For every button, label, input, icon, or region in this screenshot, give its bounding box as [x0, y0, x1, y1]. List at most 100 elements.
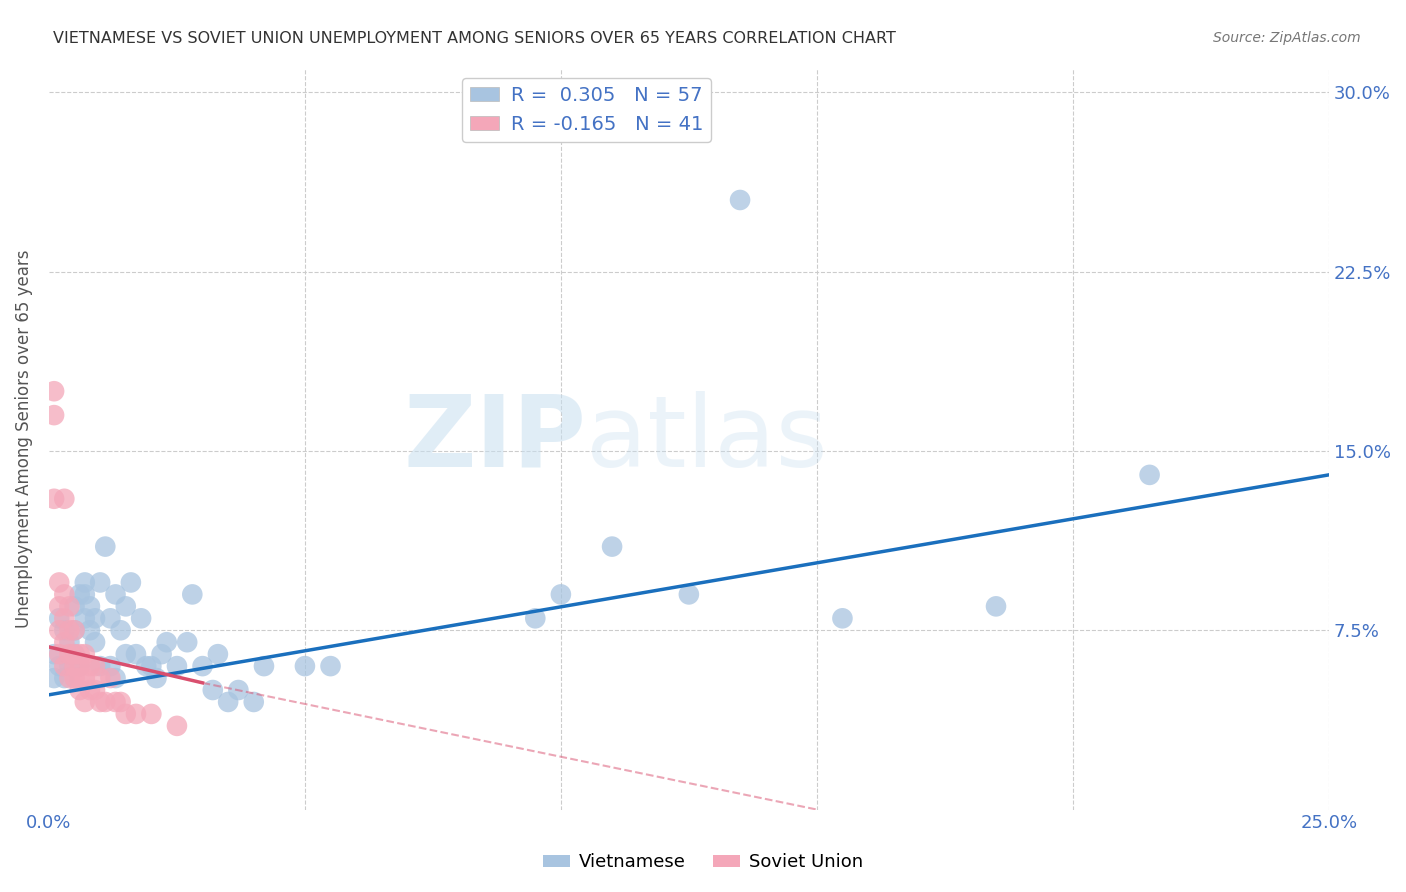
Point — [69, 587, 91, 601]
Point — [242, 695, 264, 709]
Point — [42, 408, 65, 422]
Point — [156, 635, 179, 649]
Point — [110, 624, 132, 638]
Point — [550, 587, 572, 601]
Point — [84, 659, 107, 673]
Point — [217, 695, 239, 709]
Point — [58, 647, 80, 661]
Point — [42, 671, 65, 685]
Text: atlas: atlas — [586, 391, 828, 488]
Point — [58, 635, 80, 649]
Point — [89, 671, 111, 685]
Point — [69, 683, 91, 698]
Point — [166, 659, 188, 673]
Point — [63, 599, 86, 614]
Point — [100, 671, 122, 685]
Point — [94, 540, 117, 554]
Point — [79, 599, 101, 614]
Point — [48, 611, 70, 625]
Point — [524, 611, 547, 625]
Point — [48, 599, 70, 614]
Point — [253, 659, 276, 673]
Point — [100, 611, 122, 625]
Point — [319, 659, 342, 673]
Point — [69, 659, 91, 673]
Point — [125, 647, 148, 661]
Point — [73, 671, 96, 685]
Y-axis label: Unemployment Among Seniors over 65 years: Unemployment Among Seniors over 65 years — [15, 250, 32, 628]
Point — [79, 624, 101, 638]
Point — [84, 683, 107, 698]
Point — [89, 695, 111, 709]
Point — [58, 624, 80, 638]
Point — [135, 659, 157, 673]
Point — [141, 659, 163, 673]
Point — [84, 635, 107, 649]
Point — [63, 671, 86, 685]
Point — [53, 635, 76, 649]
Point — [100, 659, 122, 673]
Point — [63, 647, 86, 661]
Point — [201, 683, 224, 698]
Point — [150, 647, 173, 661]
Point — [58, 671, 80, 685]
Point — [73, 611, 96, 625]
Text: ZIP: ZIP — [404, 391, 586, 488]
Text: VIETNAMESE VS SOVIET UNION UNEMPLOYMENT AMONG SENIORS OVER 65 YEARS CORRELATION : VIETNAMESE VS SOVIET UNION UNEMPLOYMENT … — [53, 31, 896, 46]
Point — [63, 624, 86, 638]
Point — [53, 659, 76, 673]
Point — [114, 647, 136, 661]
Point — [125, 706, 148, 721]
Point — [728, 193, 751, 207]
Point — [58, 659, 80, 673]
Point — [104, 587, 127, 601]
Point — [73, 575, 96, 590]
Point — [104, 695, 127, 709]
Point — [42, 647, 65, 661]
Point — [58, 599, 80, 614]
Point — [294, 659, 316, 673]
Point — [48, 575, 70, 590]
Point — [181, 587, 204, 601]
Point — [73, 647, 96, 661]
Point — [73, 695, 96, 709]
Point — [207, 647, 229, 661]
Point — [79, 683, 101, 698]
Point — [228, 683, 250, 698]
Point — [984, 599, 1007, 614]
Point — [600, 540, 623, 554]
Point — [42, 491, 65, 506]
Point — [48, 659, 70, 673]
Point — [69, 671, 91, 685]
Point — [48, 647, 70, 661]
Point — [110, 695, 132, 709]
Point — [114, 706, 136, 721]
Legend: Vietnamese, Soviet Union: Vietnamese, Soviet Union — [536, 847, 870, 879]
Point — [166, 719, 188, 733]
Point — [42, 384, 65, 399]
Point — [84, 611, 107, 625]
Point — [1139, 467, 1161, 482]
Point — [73, 587, 96, 601]
Point — [141, 706, 163, 721]
Legend: R =  0.305   N = 57, R = -0.165   N = 41: R = 0.305 N = 57, R = -0.165 N = 41 — [463, 78, 711, 142]
Point — [53, 671, 76, 685]
Point — [145, 671, 167, 685]
Point — [53, 587, 76, 601]
Point — [69, 659, 91, 673]
Point — [678, 587, 700, 601]
Point — [104, 671, 127, 685]
Point — [94, 695, 117, 709]
Text: Source: ZipAtlas.com: Source: ZipAtlas.com — [1213, 31, 1361, 45]
Point — [53, 624, 76, 638]
Point — [53, 611, 76, 625]
Point — [120, 575, 142, 590]
Point — [129, 611, 152, 625]
Point — [89, 575, 111, 590]
Point — [69, 647, 91, 661]
Point — [63, 659, 86, 673]
Point — [191, 659, 214, 673]
Point — [63, 624, 86, 638]
Point — [53, 491, 76, 506]
Point — [176, 635, 198, 649]
